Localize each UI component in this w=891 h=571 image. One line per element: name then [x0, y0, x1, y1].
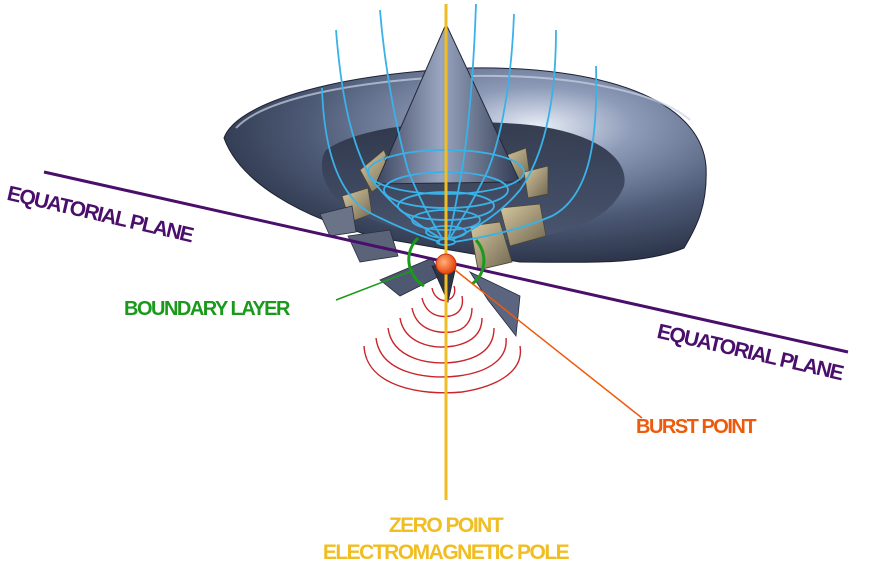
- boundary-arc-right: [471, 239, 486, 286]
- field-line: [453, 65, 598, 243]
- boundary-layer: [407, 236, 486, 288]
- vane: [499, 203, 547, 247]
- field-coil: [363, 345, 522, 394]
- field-line: [447, 3, 477, 241]
- lower-field-lines: [363, 285, 522, 394]
- field-line: [321, 87, 441, 243]
- central-cone: [375, 22, 521, 185]
- burst-point-label: BURST POINT: [636, 416, 757, 438]
- field-line: [451, 29, 557, 241]
- vane: [523, 165, 549, 199]
- field-coil: [411, 307, 473, 334]
- field-line: [379, 9, 443, 239]
- vane: [469, 221, 513, 271]
- boundary-layer-leader: [335, 269, 415, 301]
- electromagnetic-pole-label: ELECTROMAGNETIC POLE: [322, 541, 570, 564]
- field-coil: [399, 317, 483, 348]
- burst-point-marker: [435, 253, 457, 275]
- burst-point-leader: [449, 265, 643, 419]
- field-coil: [375, 337, 507, 378]
- vane: [319, 205, 357, 237]
- boundary-layer-label: BOUNDARY LAYER: [124, 298, 290, 320]
- field-coil: [387, 327, 495, 364]
- field-line: [449, 13, 515, 239]
- lower-hub: [379, 257, 521, 338]
- hub-fin-right: [468, 271, 521, 338]
- field-coil: [421, 295, 464, 318]
- boundary-arc-left: [407, 236, 425, 288]
- zero-point-label: ZERO POINT: [388, 514, 504, 537]
- field-coil: [431, 285, 456, 302]
